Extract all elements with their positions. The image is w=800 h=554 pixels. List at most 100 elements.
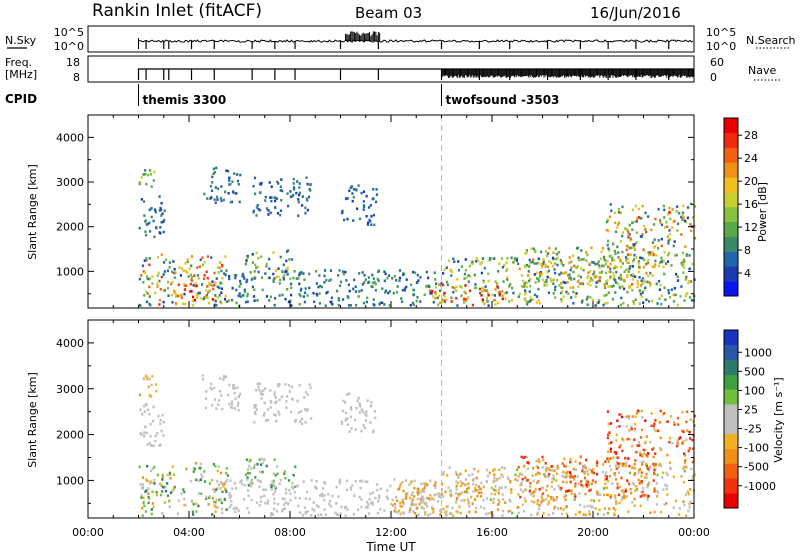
echo-cell bbox=[457, 511, 460, 514]
echo-cell bbox=[457, 494, 460, 498]
echo-cell bbox=[620, 265, 623, 269]
echo-cell bbox=[545, 468, 548, 471]
echo-cell bbox=[340, 211, 343, 215]
echo-cell bbox=[688, 267, 691, 271]
echo-cell bbox=[150, 469, 153, 472]
echo-cell bbox=[465, 483, 468, 487]
echo-cell bbox=[167, 280, 170, 284]
echo-cell bbox=[465, 276, 468, 279]
echo-cell bbox=[264, 488, 267, 492]
colorbar-segment bbox=[724, 221, 738, 237]
echo-cell bbox=[583, 470, 586, 474]
echo-cell bbox=[273, 277, 276, 280]
echo-cell bbox=[628, 482, 631, 486]
echo-cell bbox=[393, 502, 396, 506]
echo-cell bbox=[257, 256, 260, 260]
echo-cell bbox=[224, 480, 227, 484]
echo-cell bbox=[247, 471, 250, 475]
echo-cell bbox=[420, 482, 423, 486]
echo-cell bbox=[398, 279, 401, 283]
echo-cell bbox=[272, 492, 275, 496]
echo-cell bbox=[636, 282, 640, 286]
echo-cell bbox=[144, 490, 147, 493]
echo-cell bbox=[195, 292, 198, 296]
echo-cell bbox=[337, 513, 340, 516]
echo-cell bbox=[634, 298, 637, 301]
echo-cell bbox=[687, 281, 690, 285]
echo-cell bbox=[203, 192, 206, 196]
echo-cell bbox=[287, 502, 290, 505]
echo-cell bbox=[496, 508, 500, 511]
echo-cell bbox=[593, 276, 596, 279]
echo-cell bbox=[222, 378, 225, 381]
echo-cell bbox=[629, 239, 632, 242]
echo-cell bbox=[355, 303, 358, 307]
echo-cell bbox=[601, 246, 605, 250]
echo-cell bbox=[666, 493, 669, 496]
echo-cell bbox=[183, 288, 187, 291]
echo-cell bbox=[384, 272, 387, 276]
echo-cell bbox=[192, 502, 195, 506]
echo-cell bbox=[289, 499, 292, 502]
echo-cell bbox=[148, 277, 151, 280]
echo-cell bbox=[598, 499, 601, 502]
echo-cell bbox=[556, 464, 559, 468]
echo-cell bbox=[598, 276, 601, 280]
echo-cell bbox=[148, 295, 151, 298]
echo-cell bbox=[411, 498, 414, 501]
echo-cell bbox=[670, 264, 673, 267]
echo-cell bbox=[609, 275, 612, 279]
echo-cell bbox=[199, 462, 202, 466]
echo-cell bbox=[335, 502, 338, 505]
echo-cell bbox=[487, 293, 490, 297]
echo-cell bbox=[574, 482, 577, 485]
echo-cell bbox=[387, 274, 391, 277]
echo-cell bbox=[650, 424, 653, 428]
echo-cell bbox=[212, 167, 215, 171]
echo-cell bbox=[657, 429, 660, 433]
echo-cell bbox=[434, 278, 437, 281]
echo-cell bbox=[256, 479, 259, 482]
echo-cell bbox=[356, 207, 359, 211]
echo-cell bbox=[264, 387, 267, 390]
echo-cell bbox=[683, 469, 686, 473]
echo-cell bbox=[648, 466, 651, 469]
echo-cell bbox=[282, 263, 285, 267]
echo-cell bbox=[185, 284, 188, 287]
echo-cell bbox=[155, 493, 159, 497]
echo-cell bbox=[286, 192, 289, 195]
echo-cell bbox=[246, 468, 250, 471]
colorbar-segment bbox=[724, 404, 738, 420]
echo-cell bbox=[219, 196, 222, 200]
echo-cell bbox=[349, 304, 353, 307]
echo-cell bbox=[173, 267, 176, 271]
echo-cell bbox=[497, 270, 500, 273]
echo-cell bbox=[360, 408, 363, 411]
echo-cell bbox=[576, 475, 579, 478]
echo-cell bbox=[611, 258, 614, 262]
echo-cell bbox=[687, 509, 690, 513]
echo-cell bbox=[552, 251, 555, 255]
echo-cell bbox=[659, 218, 662, 222]
echo-cell bbox=[640, 279, 643, 283]
echo-cell bbox=[683, 259, 686, 263]
echo-cell bbox=[471, 502, 474, 505]
echo-cell bbox=[602, 257, 606, 261]
echo-cell bbox=[483, 280, 486, 284]
echo-cell bbox=[498, 476, 501, 480]
echo-cell bbox=[619, 259, 622, 263]
echo-cell bbox=[192, 513, 195, 516]
echo-cell bbox=[325, 278, 328, 282]
echo-cell bbox=[666, 453, 669, 457]
echo-cell bbox=[457, 476, 460, 479]
echo-cell bbox=[228, 496, 231, 499]
echo-cell bbox=[606, 279, 609, 282]
echo-cell bbox=[510, 299, 514, 302]
echo-cell bbox=[625, 268, 628, 271]
echo-cell bbox=[665, 262, 668, 265]
echo-cell bbox=[525, 455, 529, 459]
echo-cell bbox=[445, 510, 448, 513]
echo-cell bbox=[620, 296, 623, 300]
echo-cell bbox=[653, 265, 657, 268]
echo-cell bbox=[527, 270, 530, 273]
